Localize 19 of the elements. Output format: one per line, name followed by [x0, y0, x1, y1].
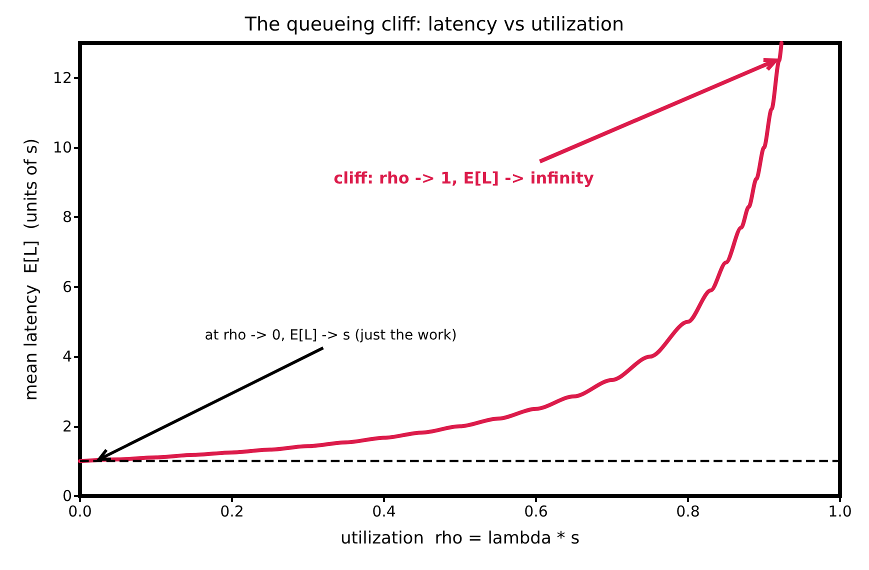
x-tick-label: 0.0	[68, 502, 92, 520]
annotation: at rho -> 0, E[L] -> s (just the work)	[204, 328, 457, 344]
y-tick-label: 12	[52, 68, 72, 87]
x-tick-label: 1.0	[828, 502, 852, 520]
line-series	[78, 41, 784, 464]
y-tick-label: 4	[62, 348, 72, 366]
x-tick-label: 0.4	[372, 502, 396, 520]
y-axis-title: mean latency E[L] (units of s)	[22, 138, 42, 401]
x-tick-label: 0.8	[676, 502, 700, 520]
y-tick-label: 6	[62, 278, 72, 296]
y-tick-label: 10	[52, 138, 72, 157]
y-tick-label: 8	[62, 208, 72, 226]
y-tick-label: 0	[62, 487, 72, 505]
x-tick-label: 0.6	[524, 502, 548, 520]
chart-title: The queueing cliff: latency vs utilization	[244, 14, 624, 36]
x-axis-title: utilization rho = lambda * s	[340, 528, 580, 548]
x-tick-label: 0.2	[220, 502, 244, 520]
y-tick-label: 2	[62, 417, 72, 436]
annotation: cliff: rho -> 1, E[L] -> infinity	[334, 168, 594, 188]
